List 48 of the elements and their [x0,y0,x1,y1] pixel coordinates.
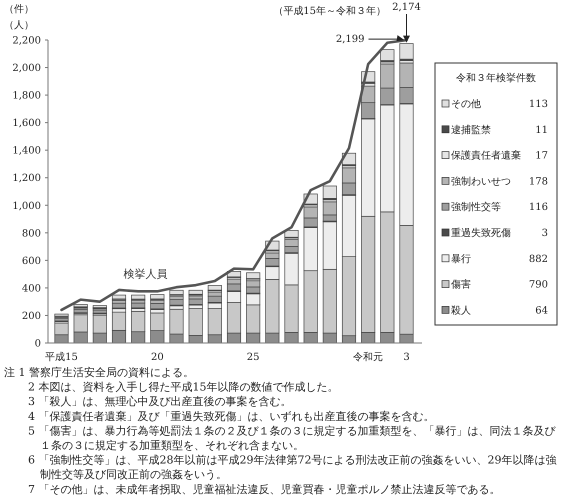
data-label: 11 [535,124,548,136]
y-tick-label: 2,200 [12,36,41,46]
category-label: その他 [451,98,481,110]
x-tick-label: 25 [246,352,260,363]
text: 5 「傷害」は、暴力行為等処罰法１条の２及び１条の３に規定する加重類型を、「暴行」は、同法１条及び１条の３に規定する加重類型を、それぞれ含まない。 [28,424,556,452]
chart-subtitle: （平成15年～令和３年） [273,5,386,17]
y-tick-label: 600 [22,256,41,267]
text: 注 1 警察庁生活安全局の資料による。 [4,366,194,379]
data-label: 790 [528,280,548,291]
data-label: 64 [535,305,548,316]
x-tick-label: 3 [403,352,410,363]
category-label: 強制性交等 [451,201,501,214]
text: 3 「殺人」は、無理心中及び出産直後の事案を含む。 [28,395,292,408]
annotation: 2,174 [392,2,421,13]
y-tick-label: 800 [22,228,41,240]
category-label: 強制わいせつ [451,175,511,188]
y-tick-label: 2,000 [12,63,41,74]
category-label: 重過失致死傷 [451,227,511,239]
y-tick-label: 1,800 [12,90,41,102]
category-label: 保護責任者遺棄 [451,150,521,162]
text: 令和３年検挙件数 [456,72,536,84]
category-label: 暴行 [451,254,471,265]
data-label: 17 [535,150,548,162]
x-tick-label: 令和元 [353,351,384,363]
category-label: 傷害 [451,278,471,291]
x-tick-label: 平成15 [45,351,78,363]
text: 4 「保護責任者遺棄」及び「重過失致死傷」は、いずれも出産直後の事案を含む。 [28,410,434,423]
text: 7 「その他」は、未成年者拐取、児童福祉法違反、児童買春・児童ポルノ禁止法違反等である。 [28,482,500,496]
data-label: 3 [542,228,548,239]
data-label: 178 [528,176,548,188]
series-label: 検挙人員 [123,267,168,280]
category-label: 逮捕監禁 [451,124,491,136]
y-tick-label: 200 [22,310,41,322]
y-tick-label: 1,400 [12,146,41,157]
x-tick-label: 20 [150,352,164,363]
data-label: 116 [528,202,548,214]
y-tick-label: 1,000 [12,200,41,212]
category-label: 殺人 [451,304,471,316]
data-label: 882 [528,254,548,265]
y-tick-label: 1,600 [12,118,41,130]
y-tick-label: 1,200 [12,173,41,184]
text: 2 本図は、資料を入手し得た平成15年以降の数値で作成した。 [28,380,338,394]
y-tick-label: 400 [22,283,41,294]
annotation: 2,199 [336,34,364,46]
y-tick-label: 0 [34,338,41,350]
data-label: 113 [528,99,548,110]
text: 6 「強制性交等」は、平成28年以前は平成29年法律第72号による刑法改正前の強姦をいい、29年以降は強制性交等及び同改正前の強姦をいう。 [28,454,556,482]
y-axis-title: （件）（人） [4,4,34,31]
